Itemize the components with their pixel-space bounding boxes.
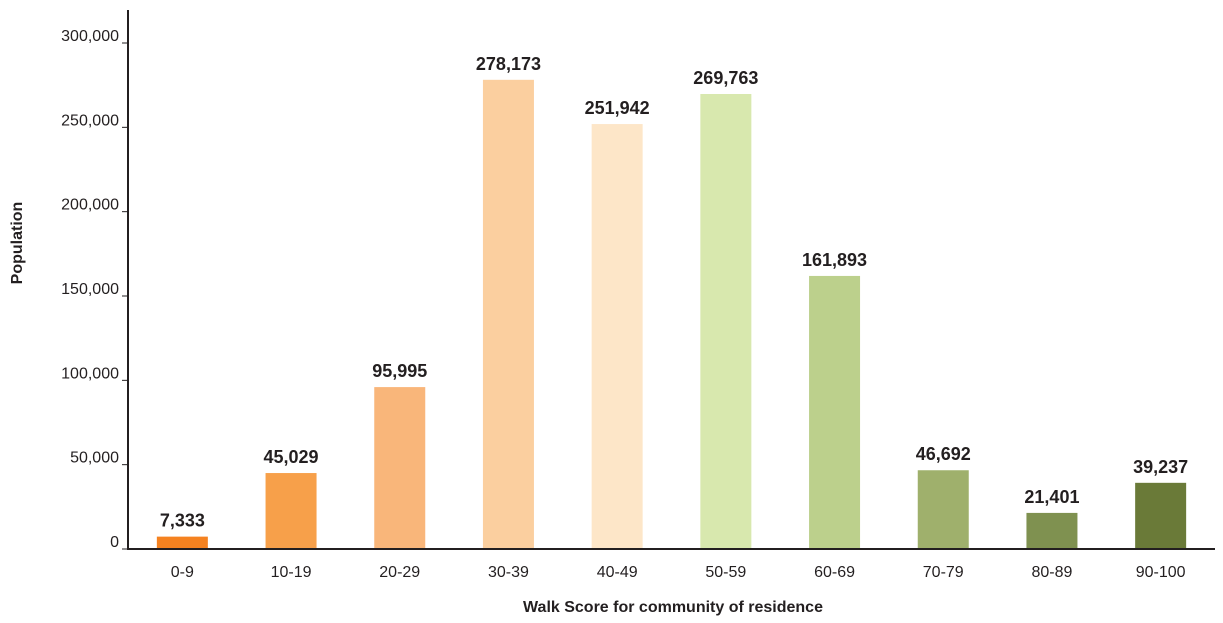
data-label: 7,333 bbox=[160, 511, 205, 531]
y-tick-label: 250,000 bbox=[61, 112, 119, 129]
x-tick-label: 0-9 bbox=[171, 564, 194, 581]
data-label: 161,893 bbox=[802, 250, 867, 270]
x-tick-label: 20-29 bbox=[379, 564, 420, 581]
data-label: 251,942 bbox=[585, 98, 650, 118]
bars: 7,333 45,029 95,995 278,173 251,942 269,763 16… bbox=[156, 54, 1188, 549]
x-axis-title: Walk Score for community of residence bbox=[523, 599, 823, 616]
y-tick-label: 50,000 bbox=[70, 450, 119, 467]
y-tick-label: 300,000 bbox=[61, 28, 119, 45]
bar bbox=[917, 470, 969, 549]
data-label: 39,237 bbox=[1133, 457, 1188, 477]
y-tick-label: 150,000 bbox=[61, 281, 119, 298]
y-tick-label: 200,000 bbox=[61, 197, 119, 214]
data-label: 278,173 bbox=[476, 54, 541, 74]
data-label: 269,763 bbox=[693, 68, 758, 88]
y-axis: 0 50,000 100,000 150,000 200,000 250,000 300,0… bbox=[61, 10, 129, 551]
bar bbox=[1135, 482, 1187, 549]
x-tick-label: 30-39 bbox=[488, 564, 529, 581]
bar bbox=[700, 93, 752, 549]
y-tick-label: 0 bbox=[110, 534, 119, 551]
data-label: 45,029 bbox=[264, 447, 319, 467]
y-axis-title: Population bbox=[9, 202, 26, 285]
bar bbox=[1026, 512, 1078, 549]
bar bbox=[265, 473, 317, 549]
x-tick-label: 60-69 bbox=[814, 564, 855, 581]
x-tick-label: 70-79 bbox=[923, 564, 964, 581]
x-tick-label: 80-89 bbox=[1031, 564, 1072, 581]
y-tick-label: 100,000 bbox=[61, 365, 119, 382]
x-tick-label: 40-49 bbox=[597, 564, 638, 581]
bar bbox=[156, 536, 208, 549]
data-label: 21,401 bbox=[1024, 487, 1079, 507]
data-label: 46,692 bbox=[916, 444, 971, 464]
x-tick-label: 50-59 bbox=[705, 564, 746, 581]
bar bbox=[591, 124, 643, 549]
x-axis: 0-9 10-19 20-29 30-39 40-49 50-59 60-69 70-79 80… bbox=[128, 548, 1215, 581]
bar bbox=[374, 387, 426, 549]
data-label: 95,995 bbox=[372, 361, 427, 381]
x-tick-label: 90-100 bbox=[1136, 564, 1186, 581]
bar bbox=[482, 79, 534, 549]
x-tick-label: 10-19 bbox=[271, 564, 312, 581]
bar bbox=[809, 275, 861, 549]
